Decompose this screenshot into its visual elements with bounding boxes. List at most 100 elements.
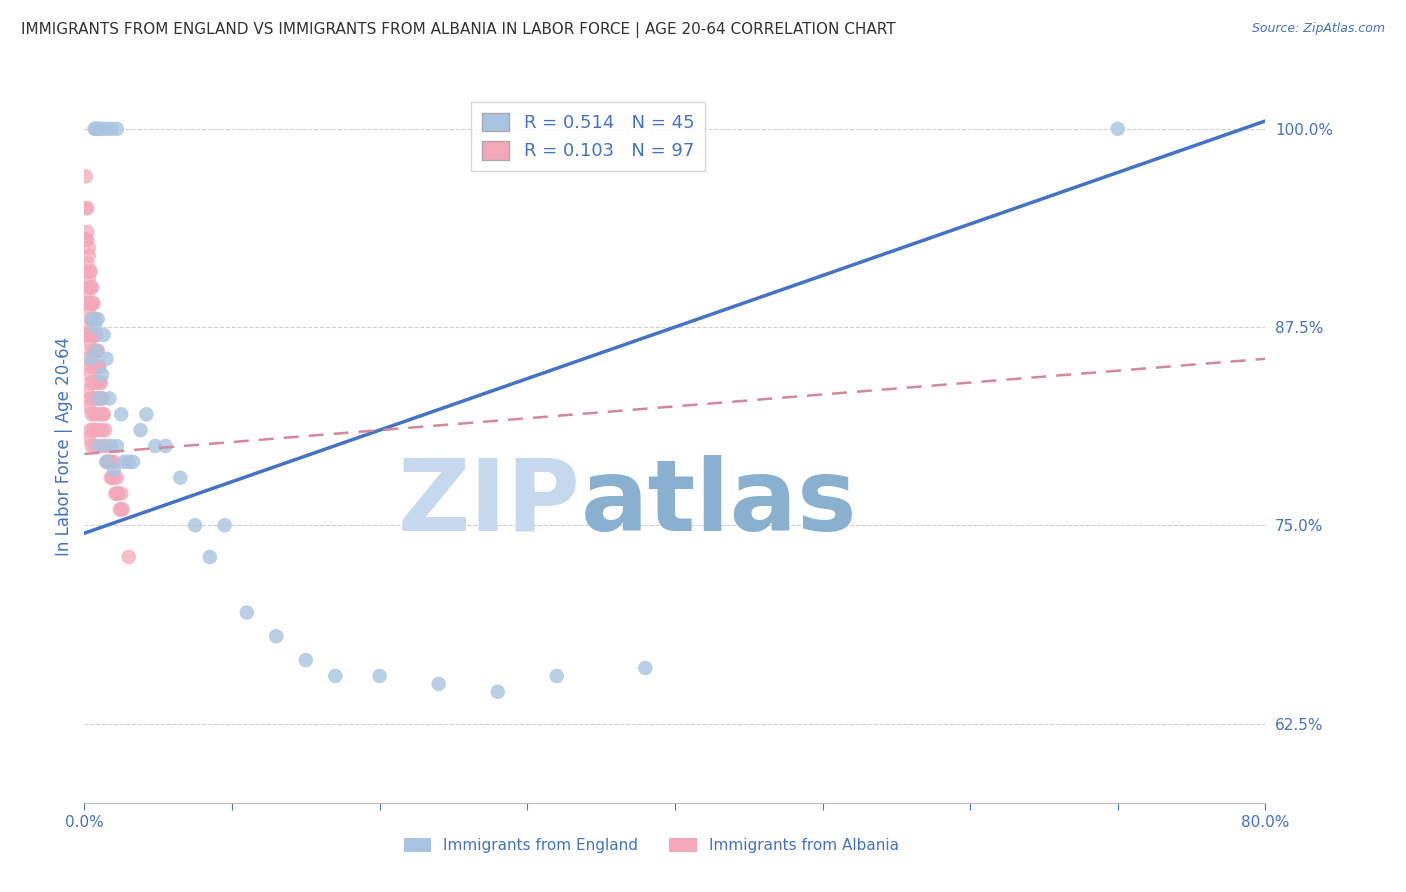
Point xyxy=(91,121,114,136)
Point xyxy=(82,328,104,343)
Point xyxy=(103,455,125,469)
Point xyxy=(77,272,100,286)
Point xyxy=(84,392,107,406)
Point xyxy=(76,233,98,247)
Point xyxy=(93,407,115,421)
Point xyxy=(295,653,318,667)
Point xyxy=(75,169,97,184)
Point xyxy=(96,455,118,469)
Point xyxy=(118,455,141,469)
Point xyxy=(76,351,98,366)
Point xyxy=(79,392,101,406)
Point xyxy=(80,343,103,358)
Point xyxy=(169,471,191,485)
Point xyxy=(83,439,105,453)
Point xyxy=(96,351,118,366)
Point xyxy=(184,518,207,533)
Point xyxy=(83,121,105,136)
Legend: R = 0.514   N = 45, R = 0.103   N = 97: R = 0.514 N = 45, R = 0.103 N = 97 xyxy=(471,102,706,171)
Point xyxy=(118,549,141,564)
Point xyxy=(135,407,157,421)
Point xyxy=(98,392,121,406)
Point xyxy=(96,121,118,136)
Point xyxy=(155,439,177,453)
Point xyxy=(97,455,120,469)
Point xyxy=(198,549,221,564)
Point xyxy=(80,312,103,326)
Point xyxy=(75,296,97,310)
Point xyxy=(90,407,112,421)
Point xyxy=(93,439,115,453)
Point xyxy=(76,288,98,302)
Point xyxy=(101,471,124,485)
Point xyxy=(77,400,100,414)
Point xyxy=(77,368,100,382)
Point xyxy=(82,328,104,343)
Point xyxy=(143,439,166,453)
Point xyxy=(77,335,100,350)
Point xyxy=(75,328,97,343)
Point xyxy=(98,455,121,469)
Point xyxy=(634,661,657,675)
Point xyxy=(86,312,108,326)
Point xyxy=(77,241,100,255)
Point xyxy=(91,392,114,406)
Point xyxy=(100,455,122,469)
Point xyxy=(90,376,112,390)
Point xyxy=(325,669,347,683)
Point xyxy=(108,502,131,516)
Point xyxy=(77,280,100,294)
Point xyxy=(77,249,100,263)
Point xyxy=(105,121,128,136)
Point xyxy=(105,486,128,500)
Point xyxy=(103,471,125,485)
Point xyxy=(84,423,107,437)
Point xyxy=(105,439,128,453)
Text: IMMIGRANTS FROM ENGLAND VS IMMIGRANTS FROM ALBANIA IN LABOR FORCE | AGE 20-64 CO: IMMIGRANTS FROM ENGLAND VS IMMIGRANTS FR… xyxy=(21,22,896,38)
Point xyxy=(80,376,103,390)
Point xyxy=(94,423,117,437)
Point xyxy=(84,359,107,374)
Point xyxy=(82,392,104,406)
Point xyxy=(79,359,101,374)
Point xyxy=(82,296,104,310)
Point xyxy=(80,280,103,294)
Point xyxy=(87,392,111,406)
Point xyxy=(76,225,98,239)
Text: atlas: atlas xyxy=(581,455,858,551)
Text: ZIP: ZIP xyxy=(398,455,581,551)
Point xyxy=(84,121,107,136)
Point xyxy=(236,606,259,620)
Point xyxy=(91,368,114,382)
Point xyxy=(80,351,103,366)
Point xyxy=(82,296,104,310)
Point xyxy=(75,264,97,278)
Point xyxy=(87,121,111,136)
Point xyxy=(100,439,122,453)
Point xyxy=(79,296,101,310)
Point xyxy=(91,392,114,406)
Point xyxy=(83,312,105,326)
Point xyxy=(93,407,115,421)
Point xyxy=(82,423,104,437)
Point xyxy=(93,328,115,343)
Point xyxy=(83,343,105,358)
Point xyxy=(87,359,111,374)
Point xyxy=(80,312,103,326)
Point xyxy=(83,320,105,334)
Point xyxy=(80,312,103,326)
Point xyxy=(79,264,101,278)
Point xyxy=(87,439,111,453)
Point xyxy=(83,312,105,326)
Point xyxy=(122,455,145,469)
Point xyxy=(83,376,105,390)
Point xyxy=(80,439,103,453)
Point xyxy=(76,320,98,334)
Point xyxy=(100,121,122,136)
Point xyxy=(77,431,100,445)
Point xyxy=(105,471,128,485)
Point xyxy=(86,376,108,390)
Point xyxy=(103,463,125,477)
Point xyxy=(91,423,114,437)
Point xyxy=(84,343,107,358)
